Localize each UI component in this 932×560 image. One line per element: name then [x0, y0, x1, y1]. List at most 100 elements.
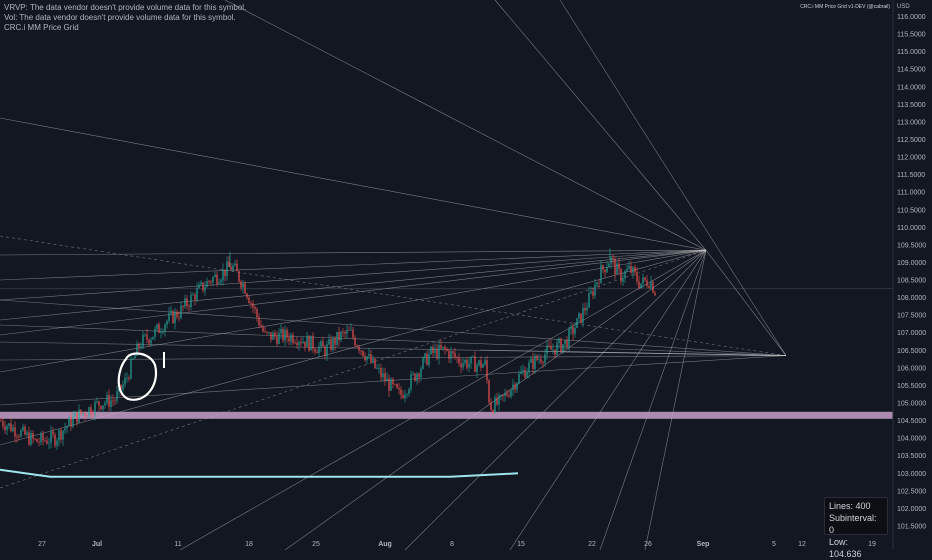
candle-body: [108, 394, 110, 407]
candle-body: [558, 338, 560, 343]
y-tick-label: 106.0000: [897, 365, 926, 372]
legend-vol: Vol: The data vendor doesn't provide vol…: [4, 13, 236, 22]
candle-body: [390, 378, 392, 391]
candle-body: [380, 367, 382, 378]
y-tick-label: 106.5000: [897, 348, 926, 355]
price-axis[interactable]: USD 116.0000 115.5000 115.0000 114.5000 114.…: [892, 0, 932, 550]
grid-line: [0, 117, 707, 251]
candle-body: [356, 345, 358, 347]
candle-body: [362, 350, 364, 357]
candle-body: [152, 336, 154, 340]
candle-body: [524, 370, 526, 378]
candle-body: [586, 307, 588, 311]
grid-line: [509, 250, 707, 550]
candle-body: [112, 400, 114, 402]
candle-body: [372, 358, 374, 363]
y-tick-label: 105.5000: [897, 383, 926, 390]
candle-body: [74, 411, 76, 417]
candle-body: [410, 374, 412, 390]
candle-body: [174, 311, 176, 324]
candle-body: [610, 257, 612, 264]
candle-body: [80, 409, 82, 414]
grid-line: [599, 250, 707, 550]
candle-body: [542, 362, 544, 364]
candle-body: [62, 430, 64, 440]
candle-body: [370, 354, 372, 363]
candle-body: [500, 395, 502, 396]
candle-body: [446, 349, 448, 351]
candle-body: [42, 433, 44, 441]
time-axis[interactable]: 27 Jul 11 18 25 Aug 8 15 22 26 Sep 5 12 19: [38, 541, 876, 548]
candle-body: [212, 277, 214, 283]
candle-body: [202, 282, 204, 291]
candle-body: [100, 405, 102, 410]
candle-body: [172, 310, 174, 324]
candlestick-series: [0, 248, 656, 451]
candle-body: [606, 267, 608, 273]
candle-body: [84, 412, 86, 416]
candle-body: [416, 373, 418, 381]
grid-line: [0, 249, 707, 281]
candle-body: [288, 337, 290, 342]
candle-body: [110, 400, 112, 407]
candle-body: [570, 326, 572, 330]
y-tick-label: 103.5000: [897, 453, 926, 460]
candle-body: [234, 263, 236, 266]
candle-body: [332, 338, 334, 350]
candle-body: [636, 272, 638, 282]
candle-body: [450, 351, 452, 359]
candle-body: [322, 341, 324, 347]
candle-body: [494, 397, 496, 413]
candle-body: [310, 335, 312, 351]
candle-body: [66, 425, 68, 429]
candle-body: [532, 358, 534, 370]
candle-body: [468, 363, 470, 368]
candle-body: [334, 338, 336, 345]
candle-body: [598, 282, 600, 284]
y-tick-label: 114.5000: [897, 67, 926, 74]
candle-body: [70, 417, 72, 427]
candle-body: [486, 360, 488, 381]
candle-body: [568, 329, 570, 348]
candle-body: [144, 334, 146, 336]
candle-body: [98, 401, 100, 406]
candle-body: [176, 311, 178, 318]
candle-body: [18, 436, 20, 438]
candle-body: [394, 384, 396, 385]
candle-body: [298, 342, 300, 346]
candle-body: [10, 423, 12, 432]
x-tick-label: 8: [450, 541, 454, 548]
candle-body: [506, 393, 508, 396]
candle-body: [540, 359, 542, 363]
candle-body: [652, 281, 654, 293]
grid-line: [404, 249, 707, 550]
candle-body: [32, 433, 34, 439]
candle-body: [38, 442, 40, 443]
candle-body: [604, 269, 606, 273]
candle-body: [130, 358, 132, 379]
candle-body: [534, 355, 536, 370]
candle-body: [414, 373, 416, 381]
candle-body: [142, 334, 144, 347]
candle-body: [530, 358, 532, 363]
candle-body: [518, 373, 520, 384]
x-tick-label: 25: [312, 541, 320, 548]
candle-body: [404, 394, 406, 399]
candle-body: [216, 274, 218, 284]
candle-body: [408, 389, 410, 395]
candle-body: [56, 440, 58, 446]
candle-body: [428, 353, 430, 365]
candle-body: [324, 346, 326, 357]
candle-body: [620, 269, 622, 282]
candle-body: [90, 407, 92, 415]
candle-body: [350, 329, 352, 331]
candle-body: [2, 421, 4, 427]
candle-body: [608, 263, 610, 268]
candle-body: [154, 328, 156, 337]
candle-body: [588, 293, 590, 308]
candle-body: [352, 329, 354, 338]
candle-body: [618, 263, 620, 270]
candle-body: [626, 269, 628, 271]
candle-body: [124, 377, 126, 385]
